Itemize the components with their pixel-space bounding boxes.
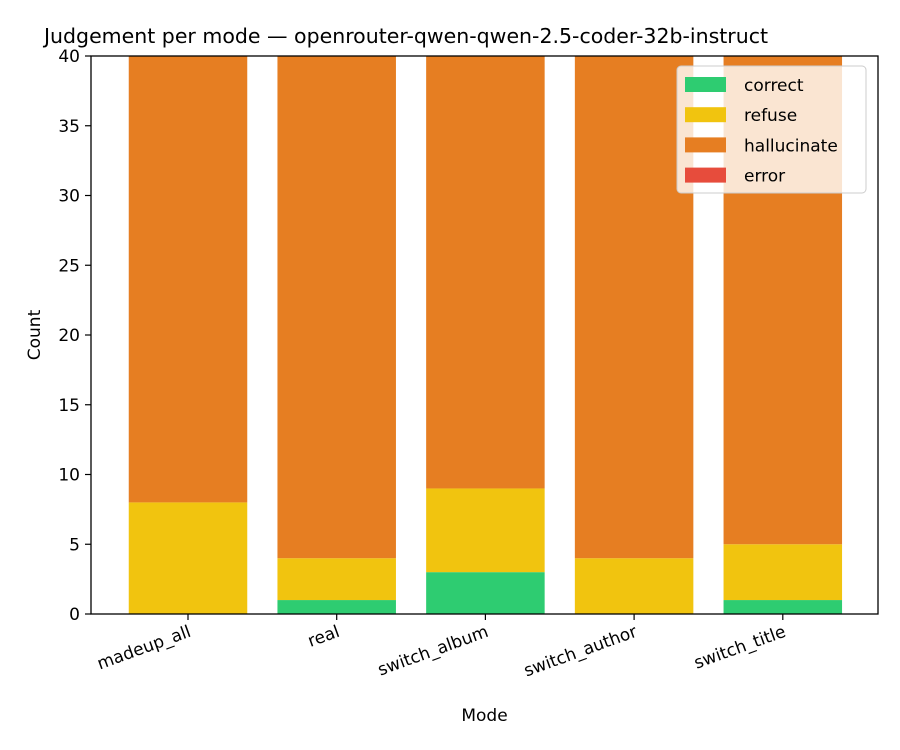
y-tick-label: 10 <box>58 466 80 486</box>
legend: correct refuse hallucinate error <box>676 65 867 194</box>
x-tick-label: switch_title <box>691 622 788 674</box>
legend-box <box>676 65 867 194</box>
y-tick-label: 20 <box>58 326 80 346</box>
x-tick-label: switch_album <box>375 622 491 680</box>
legend-swatch-refuse <box>685 107 726 123</box>
plot-frame <box>90 55 879 615</box>
legend-label-correct: correct <box>744 76 804 96</box>
legend-label-refuse: refuse <box>744 106 797 126</box>
bar-hallucinate-madeup_all <box>128 56 248 503</box>
y-tick-label: 15 <box>58 396 80 416</box>
bar-correct-switch_album <box>426 572 545 614</box>
legend-swatch-correct <box>685 77 726 92</box>
bar-correct-real <box>277 600 396 614</box>
y-tick-label: 0 <box>69 605 80 625</box>
legend-swatch-error <box>685 167 726 183</box>
bar-correct-switch_title <box>723 600 843 614</box>
y-tick-label: 30 <box>58 187 80 207</box>
bars-layer <box>128 56 843 614</box>
x-tick-label: madeup_all <box>95 622 194 674</box>
bar-refuse-switch_author <box>574 558 694 614</box>
x-tick-label: real <box>305 622 342 652</box>
y-tick-label: 25 <box>58 256 80 276</box>
y-tick-label: 5 <box>69 535 80 555</box>
y-tick-label: 35 <box>58 117 80 137</box>
bar-hallucinate-switch_album <box>426 56 545 489</box>
bar-refuse-real <box>277 558 396 601</box>
chart-title: Judgement per mode — openrouter-qwen-qwe… <box>42 24 768 48</box>
bar-refuse-switch_album <box>426 488 545 573</box>
legend-label-error: error <box>744 167 785 187</box>
legend-label-hallucinate: hallucinate <box>744 136 838 156</box>
x-axis-title: Mode <box>461 706 507 726</box>
legend-swatch-hallucinate <box>685 137 726 153</box>
x-axis: madeup_all real switch_album switch_author s… <box>95 614 789 681</box>
bar-refuse-madeup_all <box>128 502 248 614</box>
y-axis-title: Count <box>25 309 45 360</box>
bar-hallucinate-switch_author <box>574 56 694 559</box>
bar-hallucinate-real <box>277 56 396 559</box>
x-tick-label: switch_author <box>521 622 639 681</box>
bar-refuse-switch_title <box>723 544 843 601</box>
y-tick-label: 40 <box>58 47 80 67</box>
y-axis: 0 5 10 15 20 25 30 35 40 <box>58 47 91 625</box>
